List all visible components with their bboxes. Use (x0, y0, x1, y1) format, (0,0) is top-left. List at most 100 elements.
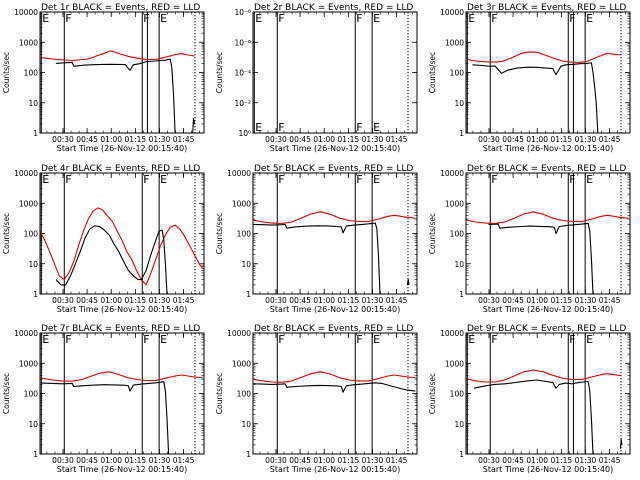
panel-title: Det 9r BLACK = Events, RED = LLD (467, 324, 626, 334)
y-tick-label: 10⁰ (238, 129, 251, 138)
panel-title: Det 2r BLACK = Events, RED = LLD (254, 3, 413, 13)
time-marker-label: E (586, 173, 593, 186)
plot-frame (252, 332, 418, 455)
y-tick-label: 1 (33, 450, 38, 459)
x-tick-label: 01:45 (173, 456, 195, 465)
x-tick-label: 00:45 (502, 456, 524, 465)
time-marker-label: F (278, 173, 284, 186)
y-tick-label: 10 (241, 420, 251, 429)
panel-det-3: Det 3r BLACK = Events, RED = LLD Counts/s… (428, 3, 631, 153)
x-tick-label: 00:45 (289, 296, 311, 305)
plot-frame (465, 11, 631, 134)
time-marker-label: E (160, 333, 167, 346)
x-axis-label: Start Time (26-Nov-12 00:15:40) (57, 144, 187, 153)
data-series-group (41, 371, 203, 454)
plot-frame (465, 332, 631, 455)
y-tick-label: 1 (246, 450, 251, 459)
time-marker-label: F (143, 12, 149, 25)
x-tick-label: 01:00 (100, 135, 122, 144)
x-axis-label: Start Time (26-Nov-12 00:15:40) (57, 305, 187, 314)
y-axis-label: Counts/sec (2, 213, 11, 254)
y-tick-label: 10⁻² (234, 99, 251, 108)
x-tick-label: 00:45 (289, 135, 311, 144)
x-axis-label: Start Time (26-Nov-12 00:15:40) (483, 144, 613, 153)
time-marker-label: E (373, 173, 380, 186)
time-marker-label: F (491, 173, 497, 186)
events-rate-line (192, 118, 195, 133)
time-marker-label: E (255, 121, 262, 134)
x-tick-label: 00:45 (76, 135, 98, 144)
x-tick-label: 01:00 (100, 296, 122, 305)
x-tick-label: 01:45 (386, 135, 408, 144)
events-rate-line (41, 381, 170, 454)
y-axis-label: Counts/sec (2, 52, 11, 93)
panel-det-4: Det 4r BLACK = Events, RED = LLD Counts/s… (2, 164, 205, 314)
time-marker-label: E (586, 12, 593, 25)
x-tick-label: 00:30 (265, 296, 287, 305)
y-tick-label: 100 (450, 69, 465, 78)
x-tick-label: 01:45 (386, 296, 408, 305)
x-tick-label: 00:45 (76, 296, 98, 305)
y-tick-label: 10 (454, 260, 464, 269)
x-tick-label: 01:45 (173, 296, 195, 305)
time-marker-label: E (42, 173, 49, 186)
time-marker-label: E (468, 12, 475, 25)
panel-det-9: Det 9r BLACK = Events, RED = LLD Counts/s… (428, 324, 631, 474)
time-marker-label: E (160, 173, 167, 186)
y-tick-label: 1 (459, 450, 464, 459)
lld-rate-line (253, 211, 416, 224)
y-tick-label: 1000 (445, 359, 464, 368)
time-marker-label: F (143, 173, 149, 186)
data-series-group (467, 369, 623, 454)
lld-rate-line (40, 207, 203, 286)
x-tick-label: 01:15 (125, 456, 147, 465)
time-marker-label: E (586, 333, 593, 346)
x-tick-label: 00:30 (478, 135, 500, 144)
data-series-group (467, 51, 621, 133)
plot-frame (252, 11, 418, 134)
x-tick-label: 00:30 (52, 135, 74, 144)
panel-title: Det 4r BLACK = Events, RED = LLD (41, 164, 200, 174)
x-tick-label: 01:45 (599, 456, 621, 465)
x-tick-label: 01:30 (362, 135, 384, 144)
panel-title: Det 5r BLACK = Events, RED = LLD (254, 164, 413, 174)
y-tick-label: 100 (450, 230, 465, 239)
plot-frame (252, 172, 418, 295)
x-tick-label: 00:30 (52, 456, 74, 465)
x-axis-label: Start Time (26-Nov-12 00:15:40) (270, 465, 400, 474)
x-axis-label: Start Time (26-Nov-12 00:15:40) (270, 305, 400, 314)
data-series-group (253, 211, 416, 294)
y-axis-label: Counts/sec (428, 213, 437, 254)
time-marker-label: F (65, 333, 71, 346)
plot-frame (39, 332, 205, 455)
x-tick-label: 01:00 (100, 456, 122, 465)
lld-rate-line (467, 369, 621, 383)
time-marker-label: E (373, 12, 380, 25)
x-tick-label: 01:15 (125, 296, 147, 305)
time-marker-label: F (569, 173, 575, 186)
x-tick-label: 00:30 (52, 296, 74, 305)
panel-det-6: Det 6r BLACK = Events, RED = LLD Counts/s… (428, 164, 631, 314)
y-tick-label: 1 (459, 129, 464, 138)
y-tick-label: 10 (28, 420, 38, 429)
plot-frame (39, 172, 205, 295)
y-tick-label: 10 (454, 99, 464, 108)
y-tick-label: 10000 (227, 169, 251, 178)
time-marker-label: F (356, 121, 362, 134)
x-tick-label: 01:30 (362, 456, 384, 465)
x-tick-label: 01:15 (338, 296, 360, 305)
x-tick-label: 00:45 (289, 456, 311, 465)
events-rate-line (472, 62, 599, 133)
time-marker-label: F (356, 12, 362, 25)
plot-frame (39, 11, 205, 134)
panel-title: Det 3r BLACK = Events, RED = LLD (467, 3, 626, 13)
time-marker-label: F (278, 333, 284, 346)
y-axis-label: Counts/sec (215, 52, 224, 93)
time-marker-label: F (491, 333, 497, 346)
x-tick-label: 01:00 (313, 296, 335, 305)
y-tick-label: 10 (28, 99, 38, 108)
y-tick-label: 1 (246, 290, 251, 299)
time-marker-label: E (255, 12, 262, 25)
lld-rate-line (41, 50, 195, 62)
